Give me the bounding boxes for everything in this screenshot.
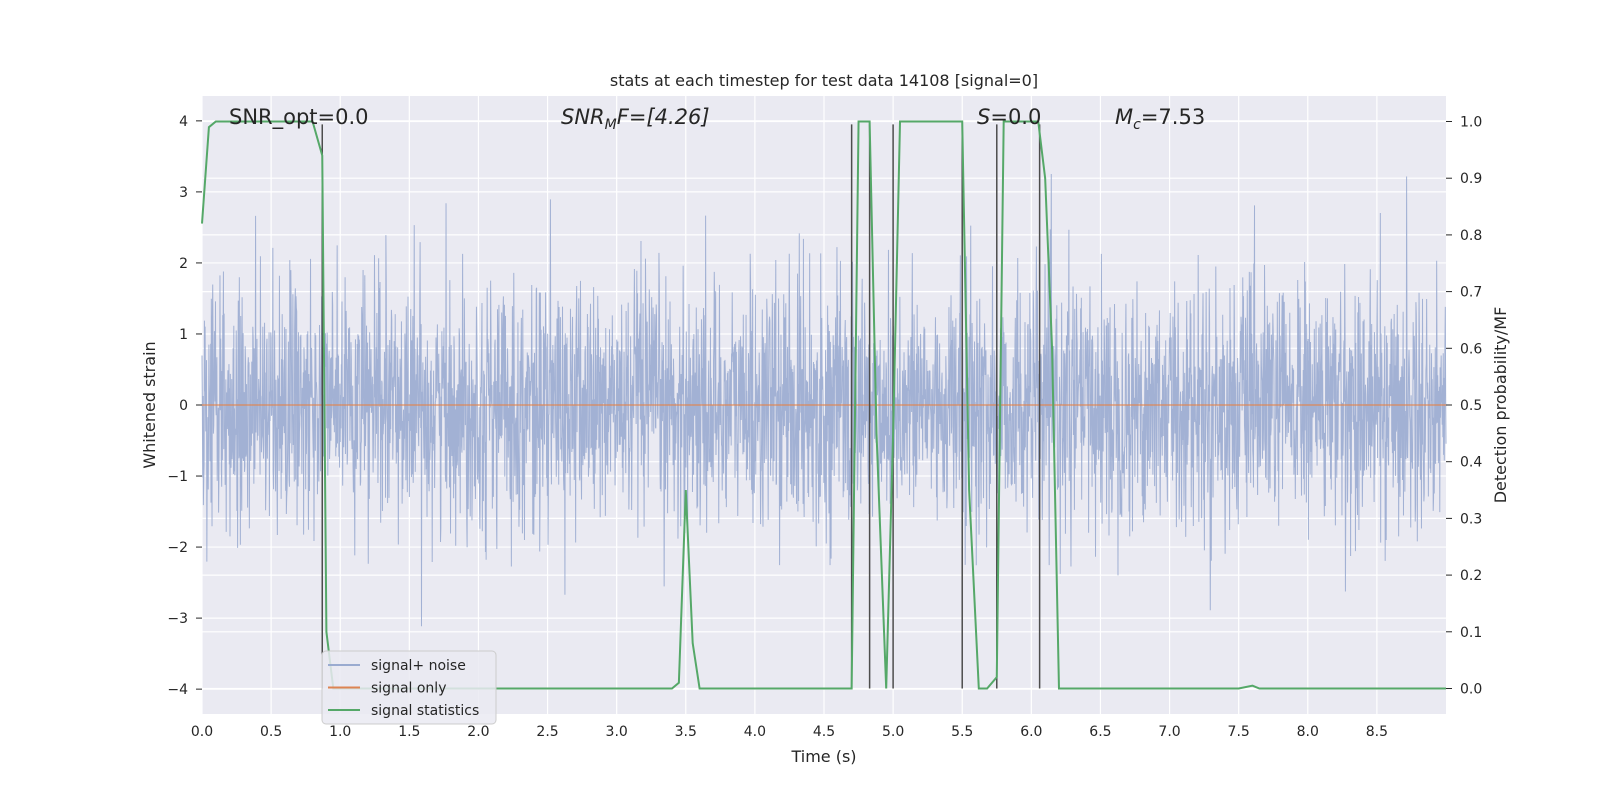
y-right-tick-label: 1.0 <box>1460 115 1482 131</box>
x-tick-label: 2.5 <box>536 724 558 740</box>
legend: signal+ noise signal only signal statist… <box>321 650 497 725</box>
y-axis-label-right: Detection probability/MF <box>1491 307 1510 504</box>
annotation-snr-mf-label: SNR <box>561 105 605 129</box>
legend-entry-noise: signal+ noise <box>371 658 466 674</box>
y-left-tick-label: 2 <box>179 256 188 272</box>
x-tick-label: 5.5 <box>951 724 973 740</box>
y-right-tick-label: 0.0 <box>1460 681 1482 697</box>
x-tick-label: 4.5 <box>813 724 835 740</box>
y-left-tick-label: −4 <box>167 682 188 698</box>
tick-labels-layer: 0.0 0.5 1.0 1.5 2.0 2.5 3.0 3.5 4.0 4.5 5.0 5.5 6.0 6… <box>167 114 1482 740</box>
y-right-tick-label: 0.5 <box>1460 398 1482 414</box>
annotation-snr-mf-sub: M <box>605 117 617 133</box>
annotation-snr-mf-value: F=[4.26] <box>617 105 710 129</box>
x-tick-label: 2.0 <box>467 724 489 740</box>
annotation-snr-mf: SNRMF=[4.26] <box>561 105 710 133</box>
legend-box <box>321 650 497 725</box>
x-tick-label: 3.0 <box>606 724 628 740</box>
annotation-mc: Mc=7.53 <box>1115 105 1205 133</box>
x-tick-label: 5.0 <box>882 724 904 740</box>
noise-series-line <box>201 174 1447 627</box>
y-right-tick-label: 0.8 <box>1460 228 1482 244</box>
legend-entry-statistics: signal statistics <box>371 703 479 719</box>
x-tick-label: 3.5 <box>675 724 697 740</box>
x-tick-label: 8.5 <box>1366 724 1388 740</box>
annotation-mc-label: M <box>1115 105 1133 129</box>
y-axis-label-left: Whitened strain <box>140 341 159 468</box>
x-tick-label: 7.5 <box>1228 724 1250 740</box>
x-tick-label: 0.5 <box>260 724 282 740</box>
x-tick-label: 0.0 <box>191 724 213 740</box>
y-left-tick-label: −1 <box>167 469 188 485</box>
x-tick-label: 4.0 <box>744 724 766 740</box>
annotation-snr-opt: SNR_opt=0.0 <box>229 105 369 130</box>
y-left-tick-label: 3 <box>179 185 188 201</box>
y-right-tick-label: 0.7 <box>1460 285 1482 301</box>
y-right-tick-label: 0.2 <box>1460 568 1482 584</box>
y-left-tick-label: 0 <box>179 398 188 414</box>
chart-title: stats at each timestep for test data 141… <box>610 71 1038 90</box>
statistics-series-layer <box>201 120 1446 690</box>
y-right-tick-label: 0.6 <box>1460 341 1482 357</box>
y-right-tick-label: 0.9 <box>1460 171 1482 187</box>
x-tick-label: 8.0 <box>1297 724 1319 740</box>
y-left-tick-label: 1 <box>179 327 188 343</box>
x-tick-label: 1.5 <box>398 724 420 740</box>
x-tick-label: 6.5 <box>1089 724 1111 740</box>
annotation-s-value: =0.0 <box>990 105 1041 129</box>
y-right-tick-label: 0.3 <box>1460 511 1482 527</box>
x-axis-label: Time (s) <box>790 747 856 766</box>
annotation-mc-sub: c <box>1133 117 1141 133</box>
annotation-s: S=0.0 <box>977 105 1041 129</box>
legend-entry-signal-only: signal only <box>371 681 446 697</box>
x-tick-label: 7.0 <box>1158 724 1180 740</box>
y-right-tick-label: 0.4 <box>1460 455 1482 471</box>
y-left-tick-label: 4 <box>179 114 188 130</box>
noise-series-layer <box>201 174 1447 627</box>
x-tick-label: 1.0 <box>329 724 351 740</box>
annotation-mc-value: =7.53 <box>1141 105 1205 129</box>
annotation-s-label: S <box>977 105 990 129</box>
x-tick-label: 6.0 <box>1020 724 1042 740</box>
y-left-tick-label: −3 <box>167 611 188 627</box>
y-right-tick-label: 0.1 <box>1460 625 1482 641</box>
y-left-tick-label: −2 <box>167 540 188 556</box>
statistics-series-line <box>201 120 1446 690</box>
